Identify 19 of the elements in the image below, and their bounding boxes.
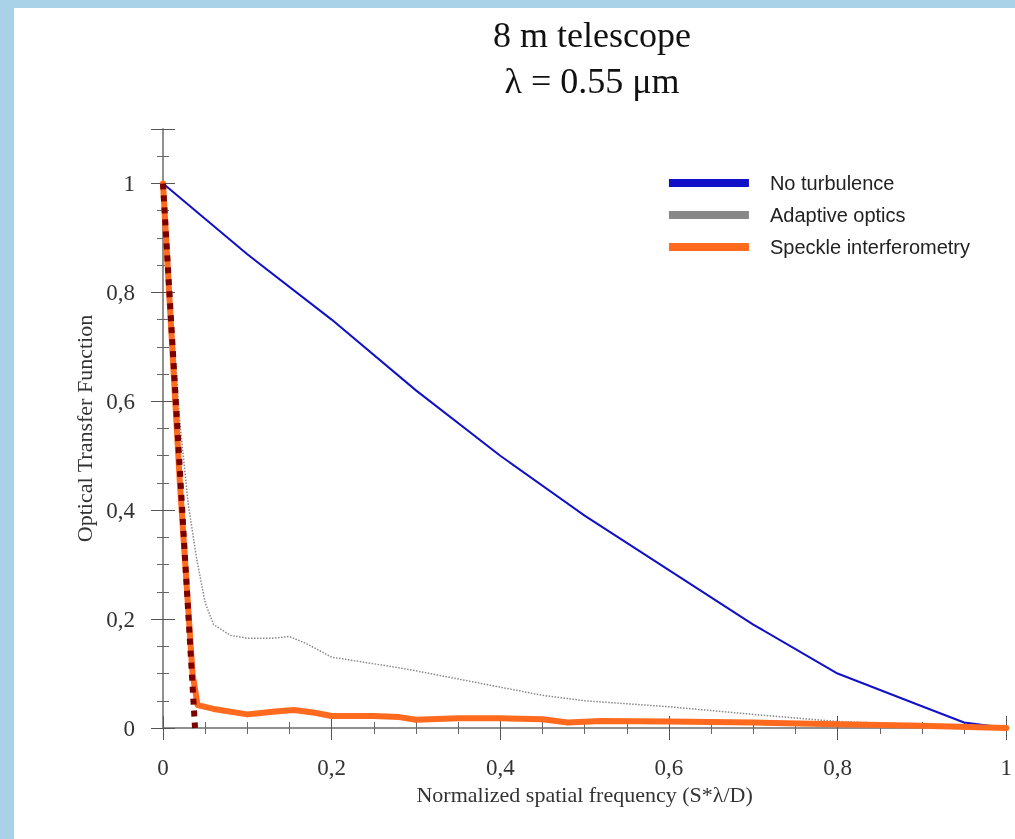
x-axis-title: Normalized spatial frequency (S*λ/D): [416, 782, 753, 808]
y-tick-label: 0,4: [106, 497, 136, 523]
y-axis-title: Optical Transfer Function: [71, 314, 97, 543]
legend-label: Speckle interferometry: [769, 236, 970, 258]
x-tick-label: 0: [157, 755, 169, 780]
y-tick-label: 0,8: [106, 279, 135, 305]
y-tick-label: 0,2: [106, 606, 135, 632]
y-tick-label: 0,6: [106, 388, 135, 414]
x-tick-label: 0,6: [654, 755, 684, 780]
chart-subtitle: λ = 0.55 μm: [504, 61, 680, 101]
legend-label: No turbulence: [769, 172, 895, 194]
x-tick-label: 0,8: [823, 755, 852, 780]
x-tick-label: 0,4: [485, 755, 516, 780]
legend-label: Adaptive optics: [769, 204, 906, 226]
y-tick-label: 1: [123, 170, 135, 196]
y-tick-label: 0: [123, 715, 135, 741]
chart-title: 8 m telescope: [493, 15, 691, 55]
x-tick-label: 1: [1000, 755, 1012, 780]
x-tick-label: 0,2: [317, 755, 347, 780]
